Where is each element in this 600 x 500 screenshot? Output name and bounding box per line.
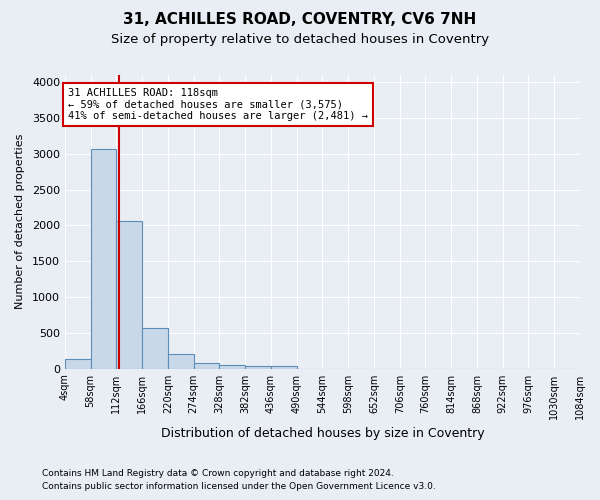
X-axis label: Distribution of detached houses by size in Coventry: Distribution of detached houses by size … <box>161 427 484 440</box>
Bar <box>142 328 168 368</box>
Text: Contains public sector information licensed under the Open Government Licence v3: Contains public sector information licen… <box>42 482 436 491</box>
Bar <box>271 366 297 368</box>
Bar <box>116 221 142 368</box>
Text: 31 ACHILLES ROAD: 118sqm
← 59% of detached houses are smaller (3,575)
41% of sem: 31 ACHILLES ROAD: 118sqm ← 59% of detach… <box>68 88 368 121</box>
Bar <box>220 364 245 368</box>
Bar <box>194 363 220 368</box>
Bar <box>168 354 194 368</box>
Bar <box>245 366 271 368</box>
Y-axis label: Number of detached properties: Number of detached properties <box>15 134 25 310</box>
Bar <box>65 358 91 368</box>
Text: 31, ACHILLES ROAD, COVENTRY, CV6 7NH: 31, ACHILLES ROAD, COVENTRY, CV6 7NH <box>124 12 476 28</box>
Bar <box>91 150 116 368</box>
Text: Size of property relative to detached houses in Coventry: Size of property relative to detached ho… <box>111 32 489 46</box>
Text: Contains HM Land Registry data © Crown copyright and database right 2024.: Contains HM Land Registry data © Crown c… <box>42 468 394 477</box>
